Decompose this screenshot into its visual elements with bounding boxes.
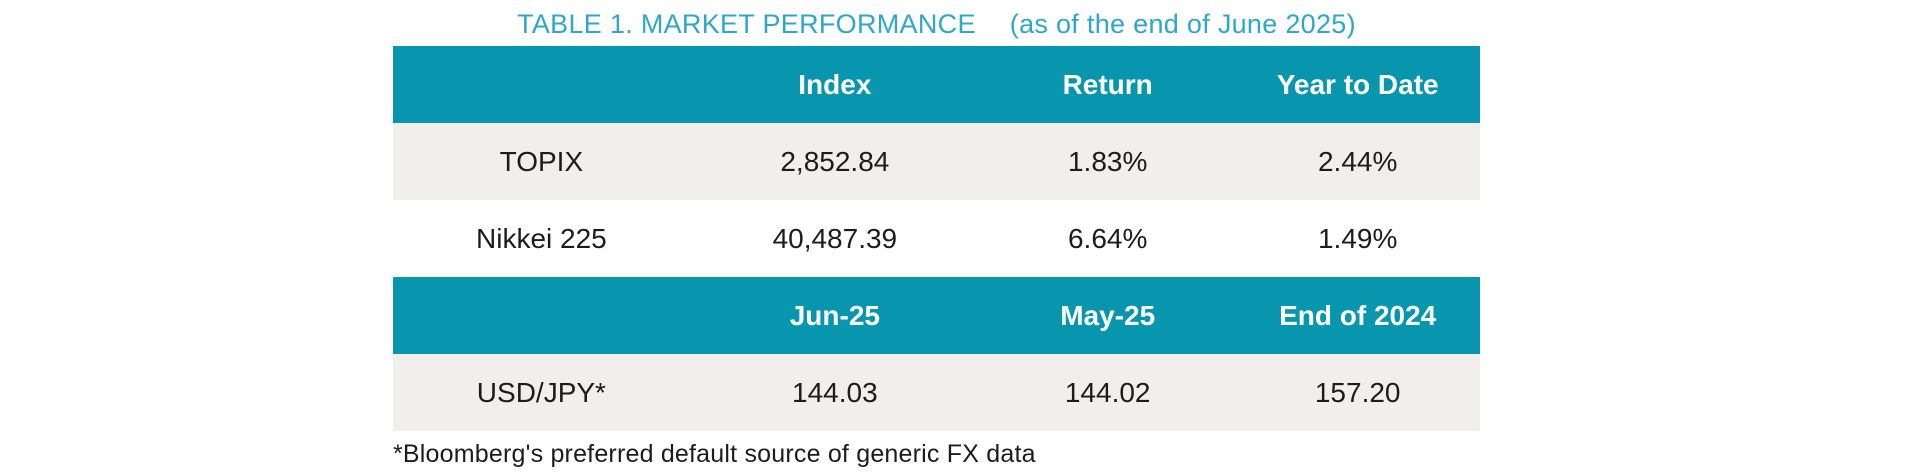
cell-end-of-2024-value: 157.20: [1314, 376, 1401, 408]
index-header-row: Index Return Year to Date: [393, 46, 1480, 123]
fx-header-row: Jun-25 May-25 End of 2024: [393, 277, 1480, 354]
cell-return-value: 6.64%: [1067, 222, 1148, 254]
table-row-nikkei-225: Nikkei 225 40,487.39 6.64% 1.49%: [393, 200, 1480, 277]
header-cell-end-of-2024: End of 2024: [1279, 299, 1437, 331]
cell-index-value: 40,487.39: [772, 222, 898, 254]
market-performance-section: TABLE 1. MARKET PERFORMANCE (as of the en…: [393, 6, 1480, 469]
table-title-main: TABLE 1. MARKET PERFORMANCE: [517, 9, 976, 39]
cell-index-value: 2,852.84: [780, 145, 890, 177]
cell-may-25-value: 144.02: [1064, 376, 1151, 408]
header-cell-year-to-date: Year to Date: [1276, 68, 1439, 100]
footnote: *Bloomberg's preferred default source of…: [393, 440, 1036, 468]
market-performance-table: Index Return Year to Date TOPIX 2,852.84…: [393, 46, 1480, 431]
row-label: Nikkei 225: [476, 222, 607, 254]
cell-return-value: 1.83%: [1067, 145, 1148, 177]
table-row-usd-jpy: USD/JPY* 144.03 144.02 157.20: [393, 354, 1480, 431]
row-label: TOPIX: [499, 145, 584, 177]
cell-jun-25-value: 144.03: [792, 376, 878, 408]
row-label: USD/JPY*: [476, 376, 606, 408]
header-cell-jun-25: Jun-25: [789, 299, 880, 331]
table-row-topix: TOPIX 2,852.84 1.83% 2.44%: [393, 123, 1480, 200]
header-cell-may-25: May-25: [1060, 299, 1156, 331]
table-title-suffix: (as of the end of June 2025): [1009, 9, 1356, 39]
table-title: TABLE 1. MARKET PERFORMANCE (as of the en…: [393, 6, 1480, 42]
header-cell-index: Index: [798, 68, 872, 100]
cell-ytd-value: 2.44%: [1317, 145, 1398, 177]
cell-ytd-value: 1.49%: [1317, 222, 1398, 254]
header-cell-return: Return: [1062, 68, 1153, 100]
